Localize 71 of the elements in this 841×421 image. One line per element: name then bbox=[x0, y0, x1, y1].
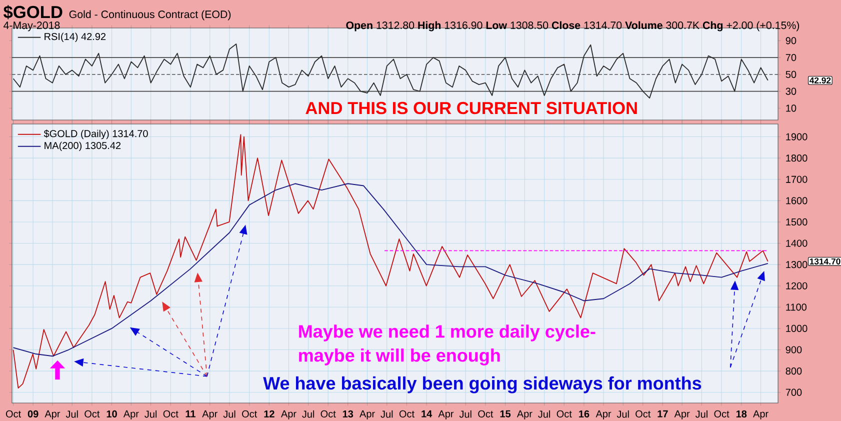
x-tick-label: Apr bbox=[438, 410, 454, 420]
y-tick-label: 700 bbox=[786, 388, 802, 396]
text: 42.92 bbox=[809, 77, 831, 84]
annotation: 4-May-2018 bbox=[4, 22, 60, 32]
x-tick-label: Apr bbox=[44, 410, 60, 420]
x-tick-label: Oct bbox=[163, 410, 178, 418]
x-tick-label: 13 bbox=[342, 410, 354, 418]
y-tick-label: 1800 bbox=[786, 154, 808, 162]
x-tick-label: 16 bbox=[579, 410, 590, 418]
y-tick-label: 90 bbox=[786, 37, 796, 44]
y-tick-label: 1000 bbox=[786, 324, 808, 332]
y-tick-label: 1100 bbox=[786, 304, 806, 311]
x-tick-label: Jul bbox=[538, 410, 550, 418]
y-tick-label: 1300 bbox=[786, 261, 808, 268]
x-tick-label: Oct bbox=[242, 410, 258, 418]
legend-label: RSI(14) 42.92 bbox=[44, 32, 106, 42]
x-tick-label: Oct bbox=[6, 410, 21, 418]
annotation: AND THIS IS OUR CURRENT SITUATION bbox=[306, 102, 637, 114]
x-tick-label: Apr bbox=[674, 410, 690, 420]
x-tick-label: Oct bbox=[478, 410, 494, 418]
x-tick-label: Jul bbox=[616, 410, 629, 418]
y-tick-label: 10 bbox=[786, 104, 796, 112]
x-tick-label: Oct bbox=[320, 410, 336, 418]
x-tick-label: 15 bbox=[500, 410, 511, 418]
x-tick-label: Apr bbox=[516, 410, 532, 420]
x-tick-label: Jul bbox=[459, 410, 472, 418]
x-tick-label: 09 bbox=[28, 410, 38, 418]
chart-subtitle: Gold - Continuous Contract (EOD) bbox=[69, 10, 231, 20]
x-tick-label: Apr bbox=[753, 410, 768, 420]
line-series bbox=[12, 44, 768, 99]
y-tick-label: 30 bbox=[786, 88, 796, 95]
x-tick-label: 11 bbox=[186, 410, 196, 418]
x-tick-label: Jul bbox=[66, 410, 78, 418]
x-tick-label: Oct bbox=[399, 410, 414, 418]
x-tick-label: Apr bbox=[202, 410, 218, 420]
x-tick-label: 17 bbox=[658, 410, 668, 418]
x-tick-label: Oct bbox=[636, 410, 651, 418]
x-tick-label: Apr bbox=[123, 410, 139, 420]
y-tick-label: 1600 bbox=[786, 197, 808, 204]
annotation: We have basically been going sideways for months bbox=[263, 376, 702, 394]
x-tick-label: 18 bbox=[736, 410, 747, 418]
x-tick-label: Oct bbox=[714, 410, 730, 418]
x-tick-label: Jul bbox=[302, 410, 314, 418]
x-tick-label: 14 bbox=[422, 410, 432, 418]
annotation: maybe it will be enough bbox=[299, 348, 500, 366]
y-tick-label: 70 bbox=[786, 54, 796, 62]
x-tick-label: Jul bbox=[223, 410, 236, 418]
legend-label: $GOLD (Daily) 1314.70 bbox=[44, 130, 148, 140]
x-tick-label: Apr bbox=[360, 410, 375, 420]
text: 1314.70 bbox=[810, 258, 840, 265]
y-tick-label: 1200 bbox=[786, 282, 808, 290]
y-tick-label: 1400 bbox=[786, 240, 808, 247]
y-tick-label: 900 bbox=[786, 346, 802, 354]
chart-title: $GOLD bbox=[4, 5, 62, 20]
y-tick-label: 1900 bbox=[786, 133, 808, 140]
x-tick-label: 10 bbox=[106, 410, 117, 418]
legend-label: MA(200) 1305.42 bbox=[44, 142, 121, 152]
x-tick-label: Jul bbox=[380, 410, 393, 418]
text: Open 1312.80 High 1316.90 Low 1308.50 Close 1314.70 Volume 300.7K Chg +2.00 (+0.15%) bbox=[346, 21, 800, 32]
x-tick-label: Apr bbox=[596, 410, 612, 420]
annotation: Maybe we need 1 more daily cycle- bbox=[299, 324, 596, 342]
x-tick-label: Jul bbox=[695, 410, 708, 418]
y-tick-label: 1500 bbox=[786, 218, 808, 226]
y-tick-label: 50 bbox=[786, 70, 796, 78]
x-tick-label: Jul bbox=[144, 410, 157, 418]
x-tick-label: Apr bbox=[280, 410, 296, 420]
x-tick-label: Oct bbox=[556, 410, 572, 418]
x-tick-label: 12 bbox=[264, 410, 274, 418]
x-tick-label: Oct bbox=[84, 410, 100, 418]
y-tick-label: 1700 bbox=[786, 176, 808, 183]
y-tick-label: 800 bbox=[786, 368, 802, 375]
